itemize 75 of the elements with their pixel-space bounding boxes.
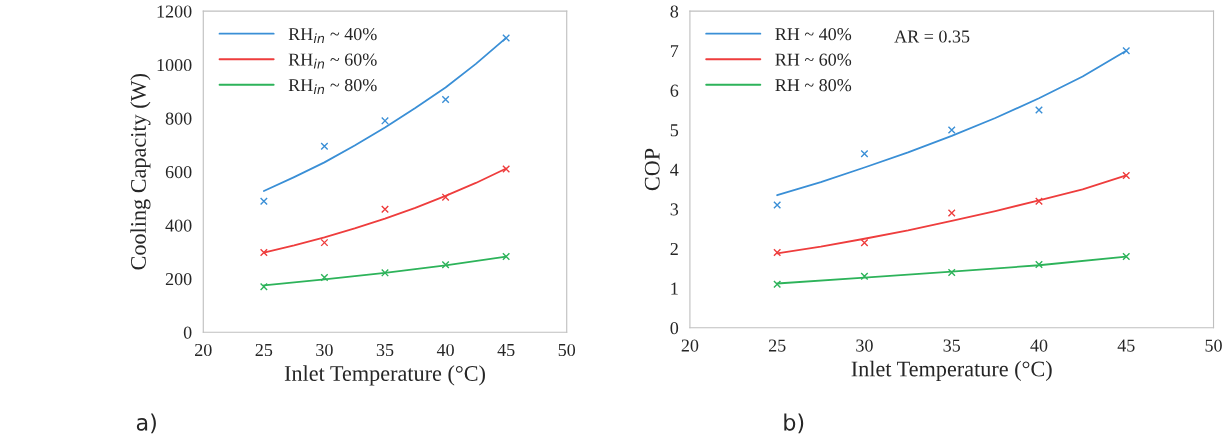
point [441,260,450,269]
line-series [262,167,508,254]
point [502,252,511,261]
x-tick-label: 45 [497,344,515,357]
point [947,209,956,217]
point [320,142,329,151]
point [1122,46,1131,55]
x-tick-label: 20 [195,343,212,357]
point [1035,197,1043,206]
point [381,116,389,125]
point [773,201,782,210]
x-tick-label: 25 [768,339,786,352]
y-axis-title: Cooling Capacity (W) [130,73,151,270]
y-tick-label: 1 [671,282,678,295]
point [860,149,869,158]
x-axis-title: Inlet Temperature (°C) [851,360,1052,381]
y-tick-label: 600 [165,165,192,179]
point [320,238,329,247]
x-tick-label: 35 [943,339,961,352]
y-tick-label: 200 [165,273,192,286]
point [381,268,389,277]
y-axis-title: COP [644,148,660,191]
x-tick-label: 30 [316,343,333,357]
point [947,268,956,277]
point [1035,106,1043,115]
point [773,280,782,289]
legend-label: RH ~ 60% [775,53,852,66]
y-tick-label: 3 [670,203,679,216]
point [381,205,389,214]
text: a) [136,413,156,434]
legend-label: RH ~ 80% [775,79,852,92]
y-tick-label: 1200 [157,5,192,18]
point [947,125,956,134]
point [441,193,450,202]
legend-label: RH$_{in}$ ~ 80% [288,78,377,94]
point [502,165,511,173]
point [860,238,869,247]
point [441,95,450,104]
legend-label: RH$_{in}$ ~ 40% [288,27,377,43]
y-tick-label: 1000 [157,58,192,72]
point [259,197,268,206]
x-tick-label: 35 [376,343,394,357]
x-tick-label: 45 [1117,339,1135,352]
x-axis-title: Inlet Temperature (°C) [284,365,485,386]
y-tick-label: 6 [670,84,679,97]
x-tick-label: 25 [255,343,273,357]
x-tick-label: 20 [681,339,699,352]
line-series [776,174,1128,255]
y-tick-label: 2 [670,242,678,255]
x-tick-label: 40 [1030,339,1048,352]
point [320,273,329,282]
point [259,248,268,257]
y-tick-label: 800 [165,112,192,125]
y-tick-label: 0 [670,322,679,335]
point [860,272,869,281]
point [1122,171,1131,180]
y-tick-label: 0 [183,326,192,339]
point [773,248,782,257]
legend-label: RH ~ 40% [775,28,852,41]
legend-label: RH$_{in}$ ~ 60% [288,53,377,69]
y-tick-label: 7 [670,45,679,57]
point [1122,252,1131,261]
text: b) [784,413,804,434]
x-tick-label: 50 [558,343,576,357]
y-tick-label: 400 [165,219,192,232]
x-tick-label: 40 [436,343,454,357]
y-tick-label: 8 [670,5,679,18]
point [502,33,511,42]
annotation: AR = 0.35 [894,30,970,43]
y-tick-label: 5 [670,124,679,137]
y-tick-label: 4 [670,163,679,176]
point [1035,260,1043,269]
x-tick-label: 30 [856,339,873,352]
x-tick-label: 50 [1205,339,1222,352]
point [259,282,268,291]
